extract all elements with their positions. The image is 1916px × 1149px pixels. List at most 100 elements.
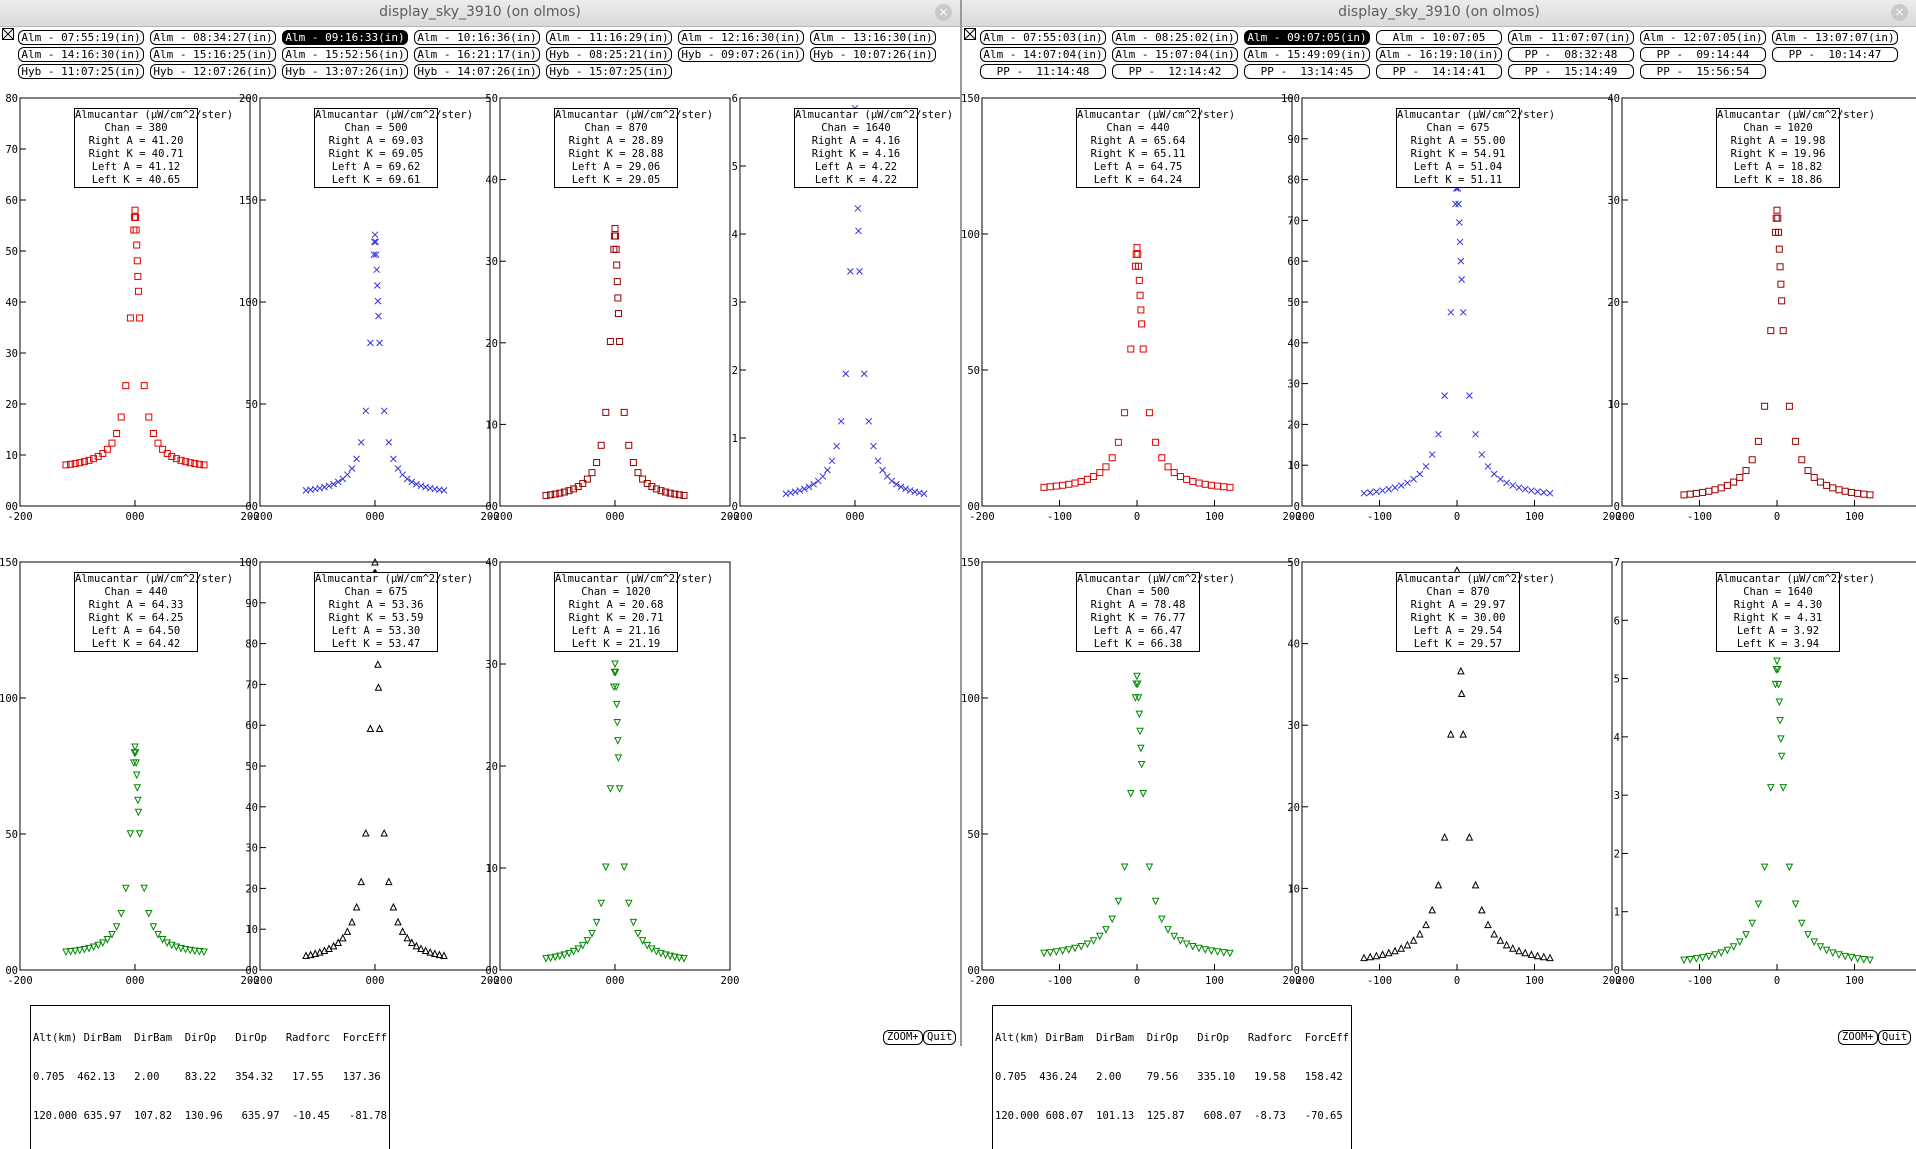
x-tick-label: 200 (481, 975, 500, 987)
timestamp-button[interactable]: Alm - 11:16:29(in) (546, 30, 672, 45)
legend-line: Right A = 65.64 (1090, 135, 1186, 147)
data-series (1040, 672, 1234, 958)
timestamp-button[interactable]: PP - 15:56:54 (1640, 64, 1766, 79)
data-point (126, 830, 135, 838)
data-point (1711, 951, 1719, 959)
close-icon[interactable]: × (1891, 4, 1908, 21)
legend-line: Left A = 29.54 (1413, 625, 1503, 637)
timestamp-button[interactable]: PP - 10:14:47 (1772, 47, 1898, 62)
data-point (167, 941, 176, 950)
data-point (407, 938, 416, 946)
timestamp-button[interactable]: Alm - 15:52:56(in) (282, 47, 408, 62)
timestamp-button[interactable]: Alm - 16:19:10(in) (1376, 47, 1502, 62)
x-tick-label: -100 (1047, 975, 1072, 987)
timestamp-button[interactable]: Hyb - 13:07:26(in) (282, 64, 408, 79)
timestamp-button[interactable]: Hyb - 14:07:26(in) (414, 64, 540, 79)
data-point (612, 683, 620, 692)
timestamp-button[interactable]: PP - 12:14:42 (1112, 64, 1238, 79)
data-point (154, 931, 162, 939)
timestamp-button[interactable]: PP - 15:14:49 (1508, 64, 1634, 79)
timestamp-button[interactable]: Alm - 15:16:25(in) (150, 47, 276, 62)
corner-x-icon[interactable] (2, 28, 14, 40)
data-point (1214, 482, 1222, 490)
timestamp-button[interactable]: Hyb - 08:25:21(in) (546, 47, 672, 62)
data-point (1458, 276, 1466, 283)
data-point (1188, 942, 1197, 951)
data-point (1772, 214, 1780, 222)
data-point (149, 429, 157, 437)
timestamp-button[interactable]: PP - 14:14:41 (1376, 64, 1502, 79)
timestamp-button[interactable]: Alm - 13:16:30(in) (810, 30, 936, 45)
data-point (375, 724, 384, 733)
title-bar[interactable]: display_sky_3910 (on olmos) × (962, 0, 1916, 27)
timestamp-button[interactable]: Alm - 12:07:05(in) (1640, 30, 1766, 45)
y-tick-label: 100 (0, 693, 18, 705)
quit-button[interactable]: Quit (923, 1030, 957, 1045)
zoom-button[interactable]: ZOOM+ (1838, 1030, 1878, 1045)
data-point (325, 482, 333, 490)
chart-legend: Almucantar (µW/cm^2/ster) Chan = 1640 Righ… (1716, 572, 1875, 652)
timestamp-button[interactable]: Alm - 07:55:03(in) (980, 30, 1106, 45)
data-point (854, 205, 862, 212)
data-point (66, 948, 75, 956)
title-bar[interactable]: display_sky_3910 (on olmos) × (0, 0, 960, 27)
data-point (1822, 946, 1831, 955)
timestamp-button[interactable]: PP - 11:14:48 (980, 64, 1106, 79)
data-point (897, 483, 905, 491)
timestamp-button[interactable]: Alm - 09:16:33(in) (282, 30, 408, 45)
legend-line: Right K = 4.31 (1733, 612, 1823, 624)
timestamp-button[interactable]: Hyb - 11:07:25(in) (18, 64, 144, 79)
timestamp-button[interactable]: Alm - 10:07:05 (1376, 30, 1502, 45)
timestamp-button[interactable]: Hyb - 10:07:26(in) (810, 47, 936, 62)
timestamp-button[interactable]: PP - 13:14:45 (1244, 64, 1370, 79)
scatter-chart: 00 10 20 30 40 50 60 70 80 -200 000 200 Almucantar (… (5, 93, 260, 536)
chart-legend: Almucantar (µW/cm^2/ster) Chan = 675 Right… (1396, 108, 1555, 188)
data-point (380, 828, 389, 837)
timestamp-button[interactable]: Hyb - 12:07:26(in) (150, 64, 276, 79)
timestamp-button[interactable]: PP - 09:14:44 (1640, 47, 1766, 62)
timestamp-button[interactable]: Alm - 10:16:36(in) (414, 30, 540, 45)
data-point (357, 438, 365, 446)
timestamp-button[interactable]: Alm - 07:55:19(in) (18, 30, 144, 45)
data-point (1176, 473, 1184, 481)
timestamp-button[interactable]: Alm - 08:34:27(in) (150, 30, 276, 45)
data-point (1478, 451, 1486, 458)
chart-legend: Almucantar (µW/cm^2/ster) Chan = 380 Right… (74, 108, 233, 188)
timestamp-button[interactable]: Alm - 15:07:04(in) (1112, 47, 1238, 62)
timestamp-button[interactable]: Alm - 13:07:07(in) (1772, 30, 1898, 45)
timestamp-button[interactable]: Alm - 08:25:02(in) (1112, 30, 1238, 45)
y-tick-label: 0 (1614, 501, 1620, 513)
data-point (588, 929, 596, 938)
legend-line: Chan = 1020 (581, 586, 651, 598)
legend-line: Right A = 78.48 (1090, 599, 1186, 611)
data-point (133, 257, 141, 265)
data-point (1213, 948, 1222, 956)
timestamp-button[interactable]: Alm - 15:49:09(in) (1244, 47, 1370, 62)
y-tick-label: 50 (5, 829, 18, 841)
x-tick-label: -200 (7, 511, 32, 523)
timestamp-button[interactable]: Alm - 09:07:05(in) (1244, 30, 1370, 45)
data-point (1366, 952, 1375, 961)
legend-line: Left K = 4.22 (814, 174, 898, 186)
timestamp-button[interactable]: Alm - 16:21:17(in) (414, 47, 540, 62)
data-point (362, 407, 370, 415)
timestamp-button[interactable]: Alm - 14:07:04(in) (980, 47, 1106, 62)
timestamp-button[interactable]: Alm - 14:16:30(in) (18, 47, 144, 62)
zoom-button[interactable]: ZOOM+ (883, 1030, 923, 1045)
timestamp-button[interactable]: PP - 08:32:48 (1508, 47, 1634, 62)
data-point (1528, 487, 1535, 494)
timestamp-button[interactable]: Hyb - 09:07:26(in) (678, 47, 804, 62)
data-point (440, 951, 448, 960)
corner-x-icon[interactable] (964, 28, 976, 40)
timestamp-button[interactable]: Alm - 12:16:30(in) (678, 30, 804, 45)
quit-button[interactable]: Quit (1878, 1030, 1912, 1045)
legend-line: Left A = 64.50 (91, 625, 181, 637)
y-tick-label: 150 (0, 557, 18, 569)
close-icon[interactable]: × (935, 4, 952, 21)
timestamp-button[interactable]: Hyb - 15:07:25(in) (546, 64, 672, 79)
data-point (190, 947, 199, 956)
data-point (1779, 784, 1788, 792)
data-point (302, 951, 310, 960)
data-point (367, 339, 374, 347)
timestamp-button[interactable]: Alm - 11:07:07(in) (1508, 30, 1634, 45)
